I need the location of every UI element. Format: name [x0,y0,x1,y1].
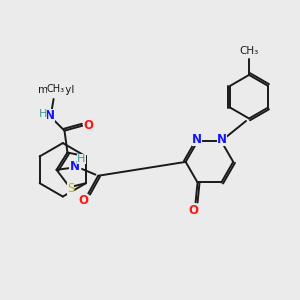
Text: H: H [77,154,86,164]
Text: N: N [217,133,227,146]
Text: H: H [38,109,47,119]
Text: N: N [45,109,55,122]
Text: N: N [192,133,202,146]
Text: O: O [78,194,88,207]
Text: methyl: methyl [38,85,75,95]
Text: N: N [69,160,80,173]
Text: O: O [189,204,199,217]
Text: CH₃: CH₃ [239,46,259,56]
Text: S: S [67,182,74,195]
Text: O: O [83,119,93,132]
Text: CH₃: CH₃ [46,84,64,94]
